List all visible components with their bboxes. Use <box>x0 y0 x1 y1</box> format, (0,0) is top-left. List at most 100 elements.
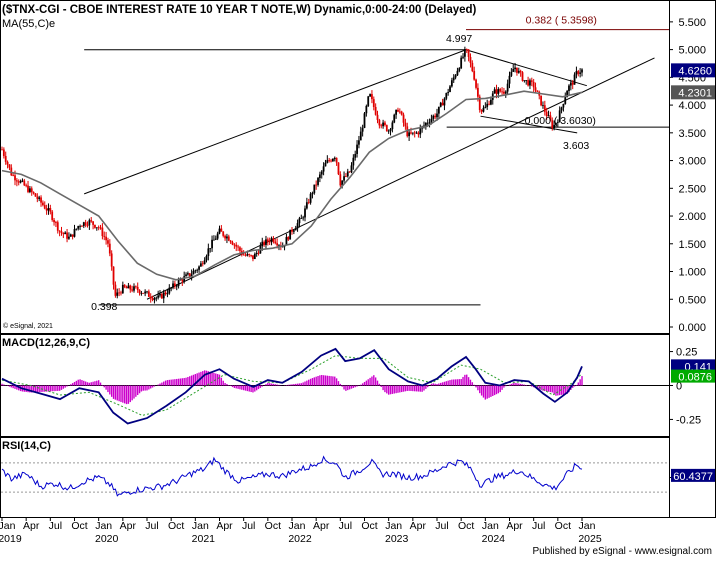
macd-histogram-bar <box>117 386 118 401</box>
candle-body <box>232 242 234 244</box>
candle-body <box>250 255 252 256</box>
candle-body <box>563 104 565 107</box>
candle-body <box>33 192 35 193</box>
y-tick-label: 2.000 <box>678 211 706 223</box>
macd-histogram-bar <box>321 375 322 385</box>
candle-body <box>334 158 336 159</box>
candle-body <box>297 223 299 228</box>
y-tick-label: 1.000 <box>678 267 706 279</box>
macd-histogram-bar <box>442 382 443 385</box>
candle-body <box>61 231 63 233</box>
annotation-label: 0.000 ( 3.6030) <box>525 115 596 127</box>
macd-histogram-bar <box>440 383 441 386</box>
y-tick-label: 3.500 <box>678 128 706 140</box>
macd-histogram-bar <box>135 386 136 397</box>
candle-body <box>289 230 291 240</box>
macd-histogram-bar <box>176 379 177 386</box>
macd-histogram-bar <box>38 386 39 393</box>
macd-histogram-bar <box>70 384 71 385</box>
candle-body <box>59 231 61 232</box>
macd-histogram-bar <box>492 386 493 396</box>
candle-body <box>432 116 434 119</box>
macd-histogram-bar <box>516 383 517 385</box>
candle-body <box>254 254 256 259</box>
x-month-label: Apr <box>506 520 523 532</box>
macd-histogram-bar <box>104 386 105 388</box>
x-month-label: Jul <box>242 520 255 532</box>
candle-body <box>207 248 209 256</box>
candle-body <box>494 89 496 93</box>
macd-histogram-bar <box>226 384 227 386</box>
candle-body <box>510 72 512 76</box>
candle-body <box>150 297 152 299</box>
candle-body <box>287 237 289 239</box>
watermark: © eSignal, 2021 <box>3 322 53 330</box>
macd-histogram-bar <box>245 386 246 391</box>
macd-histogram-bar <box>433 383 434 385</box>
macd-histogram-bar <box>301 383 302 385</box>
candle-body <box>375 107 377 115</box>
candle-body <box>313 185 315 194</box>
macd-histogram-bar <box>468 377 469 385</box>
x-year-label: 2022 <box>288 533 312 545</box>
candle-body <box>581 69 583 72</box>
candle-body <box>299 218 301 223</box>
macd-histogram-bar <box>143 386 144 391</box>
candle-body <box>228 236 230 240</box>
macd-histogram-bar <box>157 385 158 386</box>
macd-histogram-bar <box>330 376 331 385</box>
candle-body <box>536 90 538 91</box>
macd-histogram-bar <box>87 382 88 385</box>
macd-histogram-bar <box>167 380 168 385</box>
candle-body <box>96 227 98 228</box>
candle-body <box>20 181 22 183</box>
macd-histogram-bar <box>159 384 160 386</box>
candle-body <box>276 243 278 245</box>
candle-body <box>185 274 187 276</box>
macd-histogram-bar <box>327 376 328 386</box>
candle-body <box>135 286 137 287</box>
macd-histogram-bar <box>11 386 12 388</box>
candle-body <box>365 106 367 113</box>
x-month-label: Oct <box>265 520 281 532</box>
candle-body <box>42 203 44 205</box>
candle-body <box>349 171 351 172</box>
candle-body <box>390 129 392 131</box>
macd-histogram-bar <box>237 386 238 389</box>
macd-histogram-bar <box>548 386 549 392</box>
candle-body <box>133 286 135 290</box>
macd-histogram-bar <box>379 384 380 386</box>
candle-body <box>81 226 83 227</box>
y-tick-label: 0.000 <box>678 322 706 334</box>
macd-histogram-bar <box>273 384 274 386</box>
macd-histogram-bar <box>230 386 231 387</box>
macd-histogram-bar <box>9 386 10 387</box>
macd-histogram-bar <box>315 377 316 386</box>
candle-body <box>308 202 310 203</box>
macd-histogram-bar <box>185 378 186 386</box>
macd-histogram-bar <box>351 386 352 389</box>
macd-histogram-bar <box>500 386 501 393</box>
candle-body <box>118 292 120 293</box>
candle-body <box>49 208 51 212</box>
macd-histogram-bar <box>154 386 155 387</box>
macd-histogram-bar <box>241 386 242 390</box>
candle-body <box>520 71 522 72</box>
candle-body <box>497 89 499 94</box>
macd-histogram-bar <box>345 386 346 391</box>
candle-body <box>401 112 403 115</box>
macd-histogram-bar <box>120 386 121 402</box>
macd-histogram-bar <box>531 386 532 387</box>
annotation-label: 3.603 <box>563 140 589 152</box>
x-month-label: Jul <box>145 520 158 532</box>
macd-histogram-bar <box>505 386 506 387</box>
candle-body <box>291 230 293 232</box>
candle-body <box>464 49 466 57</box>
macd-histogram-bar <box>191 376 192 386</box>
macd-histogram-bar <box>50 386 51 392</box>
macd-histogram-bar <box>183 378 184 385</box>
candle-body <box>77 226 79 229</box>
macd-histogram-bar <box>459 379 460 385</box>
macd-histogram-bar <box>105 386 106 390</box>
macd-histogram-bar <box>299 383 300 385</box>
